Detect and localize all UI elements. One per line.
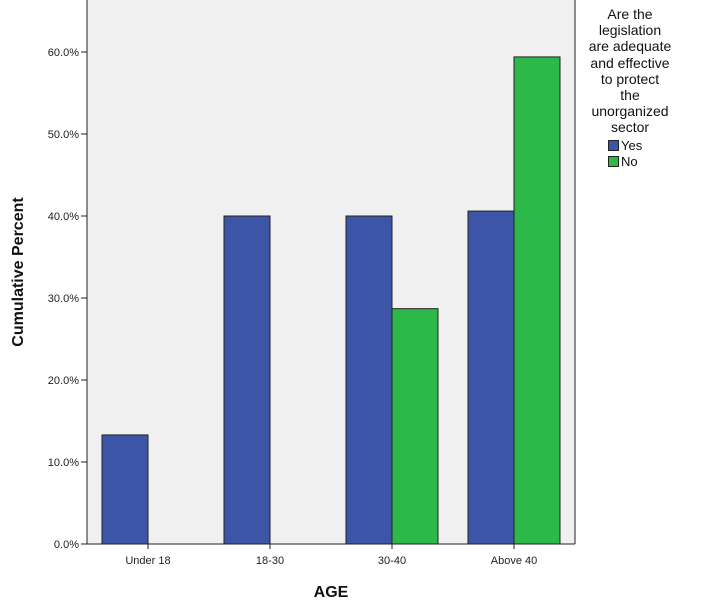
y-tick-label: 20.0%: [48, 375, 79, 387]
y-axis-title: Cumulative Percent: [10, 197, 27, 347]
x-ticks-group: Under 18 18-30 30-40 Above 40: [125, 544, 537, 567]
legend-items: Yes No: [608, 138, 682, 170]
y-tick-label: 50.0%: [48, 129, 79, 141]
y-tick-label: 0.0%: [54, 539, 79, 551]
y-ticks-group: 0.0% 10.0% 20.0% 30.0% 40.0% 50.0% 60.0%: [48, 47, 87, 551]
y-tick-label: 10.0%: [48, 457, 79, 469]
x-axis-title: AGE: [314, 584, 349, 601]
x-tick-label: Above 40: [491, 555, 537, 567]
legend-label-no: No: [621, 153, 638, 169]
legend-label-yes: Yes: [621, 137, 643, 153]
y-tick-label: 30.0%: [48, 293, 79, 305]
y-tick-label: 60.0%: [48, 47, 79, 59]
legend-swatch-yes: [608, 140, 619, 152]
bars-group: [101, 56, 561, 545]
bar-yes-2: [345, 215, 393, 545]
bar-no-3: [513, 56, 561, 545]
legend-item-no: No: [608, 154, 682, 170]
legend: Are the legislation are adequate and eff…: [578, 6, 682, 170]
x-tick-label: Under 18: [125, 555, 170, 567]
bar-yes-3: [467, 210, 515, 545]
bar-no-2: [391, 308, 439, 545]
legend-item-yes: Yes: [608, 138, 682, 154]
x-tick-label: 18-30: [256, 555, 284, 567]
legend-title: Are the legislation are adequate and eff…: [588, 6, 672, 136]
x-tick-label: 30-40: [378, 555, 406, 567]
legend-swatch-no: [608, 156, 619, 168]
bar-yes-1: [223, 215, 271, 545]
y-tick-label: 40.0%: [48, 211, 79, 223]
bar-yes-0: [101, 434, 149, 545]
